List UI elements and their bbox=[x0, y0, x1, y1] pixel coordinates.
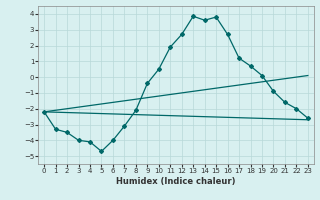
X-axis label: Humidex (Indice chaleur): Humidex (Indice chaleur) bbox=[116, 177, 236, 186]
